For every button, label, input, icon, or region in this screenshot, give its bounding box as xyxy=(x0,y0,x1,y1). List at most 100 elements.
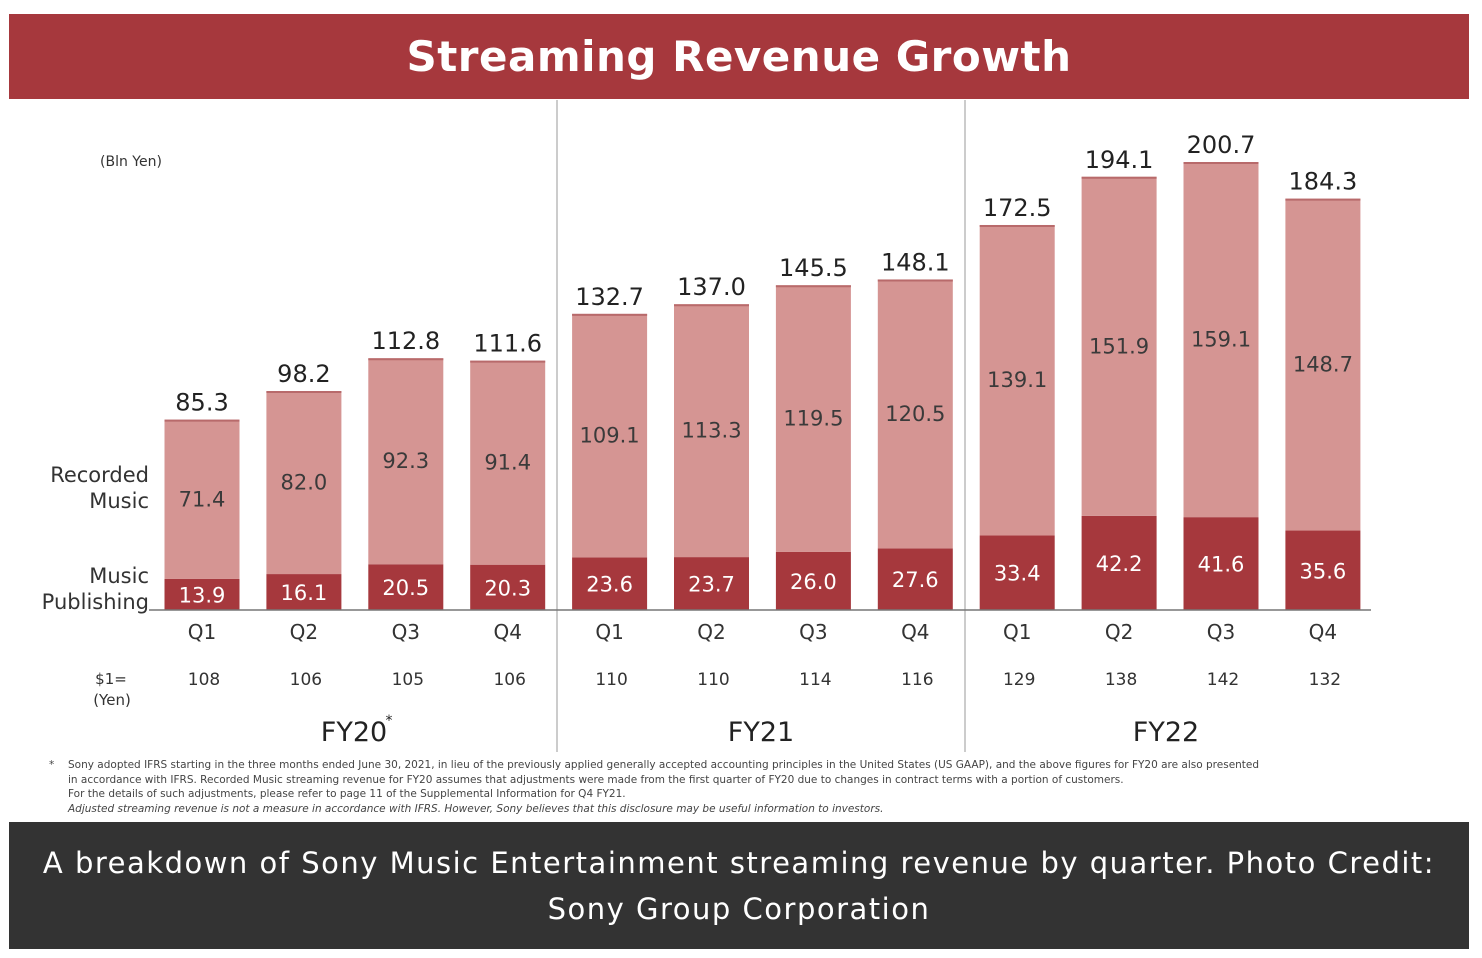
fx-label-unit: (Yen) xyxy=(93,691,131,709)
fx-rate: 105 xyxy=(392,670,424,690)
label-recorded-music: 91.4 xyxy=(484,451,531,475)
label-music-publishing: 16.1 xyxy=(281,581,328,605)
label-recorded-music: 148.7 xyxy=(1293,353,1353,377)
label-total: 145.5 xyxy=(779,254,848,282)
tick-label-quarter: Q2 xyxy=(697,620,725,644)
label-total: 137.0 xyxy=(677,273,746,301)
bar-music-publishing xyxy=(1081,515,1157,610)
label-recorded-music: 92.3 xyxy=(382,449,429,473)
bar-music-publishing xyxy=(470,564,546,610)
bar-recorded-music xyxy=(979,224,1055,536)
label-music-publishing: 26.0 xyxy=(790,570,837,594)
bar-recorded-music xyxy=(572,313,648,558)
label-music-publishing: 23.6 xyxy=(586,573,633,597)
label-total: 148.1 xyxy=(881,248,950,276)
label-music-publishing: 13.9 xyxy=(179,583,226,607)
bar-recorded-music xyxy=(877,279,953,549)
footnote-mark: * xyxy=(49,759,55,771)
label-recorded-music: 119.5 xyxy=(783,407,843,431)
label-total: 184.3 xyxy=(1289,168,1358,196)
footnote-line: For the details of such adjustments, ple… xyxy=(68,788,626,800)
fx-label: $1= xyxy=(95,670,127,688)
legend-music-publishing: Music xyxy=(89,564,149,588)
tick-label-quarter: Q3 xyxy=(799,620,827,644)
tick-label-quarter: Q2 xyxy=(1105,620,1133,644)
tick-label-quarter: Q1 xyxy=(1003,620,1031,644)
bar-recorded-music xyxy=(674,304,749,558)
label-music-publishing: 23.7 xyxy=(688,573,735,597)
bar-recorded-music xyxy=(1081,176,1157,516)
fx-rate: 110 xyxy=(697,670,729,690)
bar-music-publishing xyxy=(164,578,240,610)
label-total: 132.7 xyxy=(575,283,644,311)
fx-rate: 132 xyxy=(1309,670,1341,690)
fx-rate: 129 xyxy=(1003,670,1035,690)
label-music-publishing: 35.6 xyxy=(1300,559,1347,583)
fx-rate: 108 xyxy=(188,670,220,690)
tick-label-quarter: Q4 xyxy=(493,620,521,644)
bar-music-publishing xyxy=(368,564,444,610)
label-total: 194.1 xyxy=(1085,146,1154,174)
label-music-publishing: 33.4 xyxy=(994,562,1041,586)
tick-label-quarter: Q1 xyxy=(595,620,623,644)
tick-label-quarter: Q4 xyxy=(1309,620,1337,644)
label-recorded-music: 113.3 xyxy=(681,419,741,443)
label-recorded-music: 109.1 xyxy=(580,424,640,448)
tick-label-quarter: Q2 xyxy=(290,620,318,644)
label-recorded-music: 139.1 xyxy=(987,368,1047,392)
group-label: FY22 xyxy=(1133,717,1199,748)
tick-label-quarter: Q1 xyxy=(188,620,216,644)
fx-rate: 116 xyxy=(901,670,933,690)
tick-label-quarter: Q4 xyxy=(901,620,929,644)
title-banner: Streaming Revenue Growth xyxy=(9,14,1469,99)
label-recorded-music: 71.4 xyxy=(179,487,226,511)
legend-music-publishing: Publishing xyxy=(42,590,149,614)
fx-rate: 106 xyxy=(290,670,322,690)
footnote-line: in accordance with IFRS. Recorded Music … xyxy=(68,773,1124,786)
label-recorded-music: 151.9 xyxy=(1089,334,1149,358)
label-music-publishing: 42.2 xyxy=(1096,552,1143,576)
bar-music-publishing xyxy=(877,548,953,610)
group-label-superscript: * xyxy=(386,713,393,729)
bar-recorded-music xyxy=(775,285,851,552)
bar-music-publishing xyxy=(572,557,648,610)
bar-recorded-music xyxy=(164,419,240,579)
tick-label-quarter: Q3 xyxy=(1207,620,1235,644)
label-total: 172.5 xyxy=(983,194,1052,222)
fx-rate: 114 xyxy=(799,670,831,690)
fx-rate: 106 xyxy=(493,670,525,690)
label-music-publishing: 27.6 xyxy=(892,568,939,592)
bar-music-publishing xyxy=(979,535,1055,610)
fx-rate: 138 xyxy=(1105,670,1137,690)
label-music-publishing: 41.6 xyxy=(1198,553,1245,577)
label-recorded-music: 159.1 xyxy=(1191,328,1251,352)
label-total: 98.2 xyxy=(277,360,330,388)
bar-recorded-music xyxy=(470,360,546,565)
fx-rate: 142 xyxy=(1207,670,1239,690)
bar-music-publishing xyxy=(674,557,749,610)
label-total: 111.6 xyxy=(473,330,542,358)
photo-caption: A breakdown of Sony Music Entertainment … xyxy=(9,822,1469,949)
slide-frame: Streaming Revenue Growth (Bln Yen) Record… xyxy=(9,14,1469,949)
bar-music-publishing xyxy=(775,551,851,610)
legend-recorded-music: Music xyxy=(89,489,149,513)
bar-recorded-music xyxy=(1285,198,1361,531)
legend-recorded-music: Recorded xyxy=(50,463,149,487)
fx-rate: 110 xyxy=(595,670,627,690)
label-music-publishing: 20.3 xyxy=(484,576,531,600)
label-music-publishing: 20.5 xyxy=(382,576,429,600)
label-total: 112.8 xyxy=(371,327,440,355)
caption-text: A breakdown of Sony Music Entertainment … xyxy=(42,845,1436,926)
footnote: * Sony adopted IFRS starting in the thre… xyxy=(49,758,1449,816)
chart-title: Streaming Revenue Growth xyxy=(406,32,1072,81)
label-total: 85.3 xyxy=(175,389,228,417)
bar-recorded-music xyxy=(368,358,444,565)
bar-music-publishing xyxy=(266,574,342,610)
tick-label-quarter: Q3 xyxy=(392,620,420,644)
footnote-line: Adjusted streaming revenue is not a meas… xyxy=(68,802,884,815)
group-label: FY20 xyxy=(321,717,387,748)
bar-recorded-music xyxy=(1183,162,1259,518)
label-recorded-music: 82.0 xyxy=(281,471,328,495)
group-label: FY21 xyxy=(728,717,794,748)
